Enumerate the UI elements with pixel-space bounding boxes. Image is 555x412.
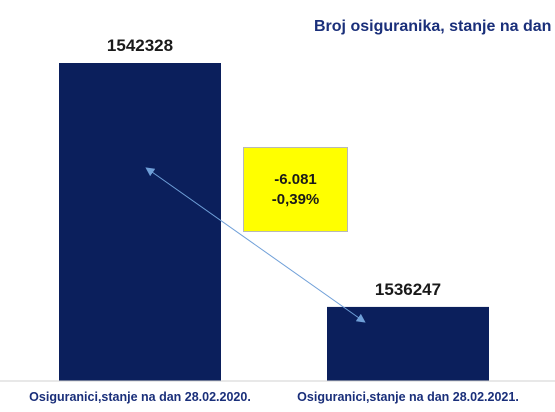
data-label-1: 1542328	[107, 36, 173, 55]
category-label-1: Osiguranici,stanje na dan 28.02.2020.	[29, 390, 251, 404]
data-label-2: 1536247	[375, 280, 441, 299]
bar-1	[59, 63, 221, 381]
chart-title: Broj osiguranika, stanje na dan	[314, 18, 552, 35]
bar-2	[327, 306, 489, 381]
change-highlight-box: -6.081 -0,39%	[243, 147, 348, 232]
change-absolute: -6.081	[274, 170, 317, 188]
category-label-2: Osiguranici,stanje na dan 28.02.2021.	[297, 390, 519, 404]
change-arrow	[145, 167, 366, 323]
change-percent: -0,39%	[271, 190, 320, 208]
